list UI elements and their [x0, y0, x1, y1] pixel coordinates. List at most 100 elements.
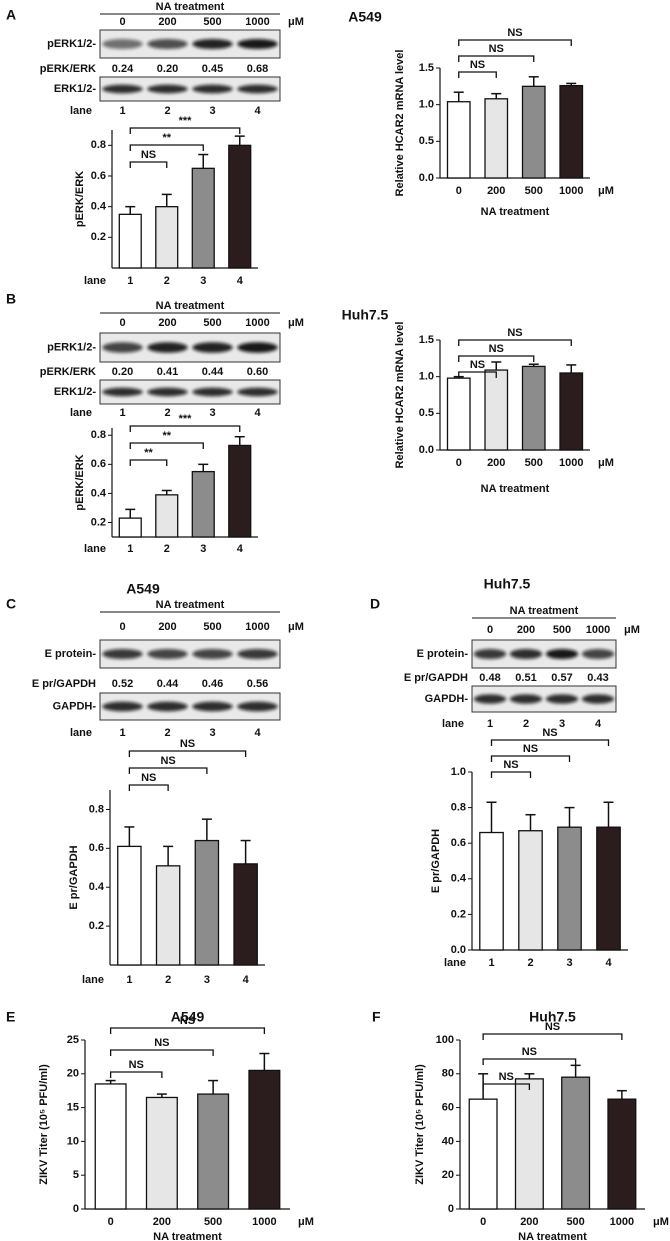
significance-bracket [128, 767, 208, 774]
significance-bracket [482, 1083, 531, 1090]
blot-header: NA treatment [510, 605, 579, 617]
y-axis-label: pERK/ERK [74, 454, 86, 510]
significance-bracket [458, 39, 572, 46]
x-tick-label: 3 [204, 974, 210, 986]
x-lane-label: lane [82, 974, 104, 986]
significance-label: NS [470, 359, 485, 371]
y-tick-label: 1.0 [419, 371, 434, 383]
significance-bracket [129, 144, 204, 151]
y-tick-label: 60 [442, 1102, 454, 1114]
x-tick-label: 1000 [252, 1216, 276, 1228]
y-axis-label: E pr/GAPDH [68, 845, 80, 909]
y-tick-label: 1.5 [419, 334, 434, 346]
significance-label: NS [160, 755, 175, 767]
x-lane-label: lane [444, 957, 466, 969]
blot-dose: 200 [158, 317, 176, 329]
y-tick-label: 0.8 [91, 139, 106, 151]
significance-label: NS [522, 1046, 537, 1058]
x-tick-label: 3 [566, 957, 572, 969]
bar [155, 206, 179, 269]
y-tick-label: 40 [442, 1135, 454, 1147]
x-lane-label: lane [84, 543, 106, 555]
significance-label: NS [545, 1021, 560, 1033]
blot-dose: 500 [203, 317, 221, 329]
blot-unit: μM [288, 16, 304, 28]
blot-band [509, 694, 543, 704]
bar [118, 213, 142, 269]
bar [117, 845, 142, 966]
blot-band [237, 342, 278, 353]
x-tick-label: 1000 [559, 457, 583, 469]
blot-lane: 3 [209, 727, 215, 739]
x-tick-label: 1000 [559, 185, 583, 197]
blot-row-label: pERK1/2- [47, 38, 96, 50]
y-tick-label: 5 [73, 1169, 79, 1181]
blot-band [192, 38, 233, 50]
x-tick-label: 2 [165, 974, 171, 986]
significance-label: ** [162, 430, 171, 442]
x-tick-label: 1 [488, 957, 494, 969]
blot-band [192, 84, 233, 94]
y-axis-label: Relative HCAR2 mRNA level [394, 322, 406, 469]
blot-ratio-label: pERK/ERK [40, 366, 96, 378]
blot-band [147, 84, 188, 94]
significance-bracket [129, 442, 204, 449]
significance-bracket [129, 459, 168, 466]
x-tick-label: 200 [520, 1216, 538, 1228]
blot-lane: 2 [164, 727, 170, 739]
blot-ratio-label: E pr/GAPDH [404, 672, 468, 684]
bar [118, 517, 142, 538]
blot-band [192, 387, 233, 397]
significance-bracket [128, 750, 247, 757]
blot-lane: 3 [209, 105, 215, 117]
panel-letter: A [6, 7, 16, 23]
bar [521, 85, 546, 179]
x-tick-label: 500 [566, 1216, 584, 1228]
x-axis-label: NA treatment [153, 1231, 222, 1241]
significance-label: ** [144, 447, 153, 459]
x-tick-label: 4 [237, 543, 244, 555]
blot-unit: μM [288, 317, 304, 329]
significance-bracket [490, 755, 571, 762]
x-tick-label: 1 [127, 275, 133, 287]
y-tick-label: 1.0 [419, 99, 434, 111]
cell-line-title: A549 [348, 9, 382, 25]
blot-band [237, 38, 278, 50]
bar [559, 372, 584, 451]
blot-lane: 1 [487, 718, 493, 730]
blot-lane: 4 [254, 407, 261, 419]
blot-lane: 4 [254, 727, 261, 739]
x-tick-label: 1 [126, 974, 132, 986]
y-axis-label: ZIKV Titer (10⁵ PFU/ml) [38, 1064, 50, 1185]
blot-ratio: 0.46 [202, 678, 223, 690]
blot-band [102, 648, 143, 660]
y-tick-label: 0.8 [89, 803, 104, 815]
blot-dose: 0 [487, 624, 493, 636]
blot-unit: μM [288, 621, 304, 633]
x-tick-label: 200 [487, 457, 505, 469]
blot-ratio: 0.24 [112, 63, 134, 75]
blot-ratio: 0.45 [202, 63, 223, 75]
blot-dose: 200 [158, 621, 176, 633]
significance-label: NS [141, 772, 156, 784]
blot-row-label: ERK1/2- [54, 83, 97, 95]
bar [191, 470, 215, 538]
x-tick-label: 0 [108, 1216, 114, 1228]
x-unit: μM [298, 1216, 314, 1228]
bar [228, 144, 252, 269]
blot-lane: 2 [164, 105, 170, 117]
significance-label: NS [507, 27, 522, 39]
y-tick-label: 0.6 [451, 837, 466, 849]
y-axis-label: E pr/GAPDH [430, 829, 442, 893]
bar [484, 98, 509, 179]
blot-row-label: ERK1/2- [54, 386, 97, 398]
x-tick-label: 4 [605, 957, 612, 969]
significance-bracket [490, 771, 532, 778]
y-tick-label: 0 [73, 1203, 79, 1215]
x-tick-label: 4 [243, 974, 250, 986]
blot-ratio: 0.20 [157, 63, 178, 75]
y-tick-label: 0.8 [451, 802, 466, 814]
bar [607, 1098, 637, 1210]
y-tick-label: 0.4 [451, 873, 467, 885]
significance-label: NS [470, 59, 485, 71]
